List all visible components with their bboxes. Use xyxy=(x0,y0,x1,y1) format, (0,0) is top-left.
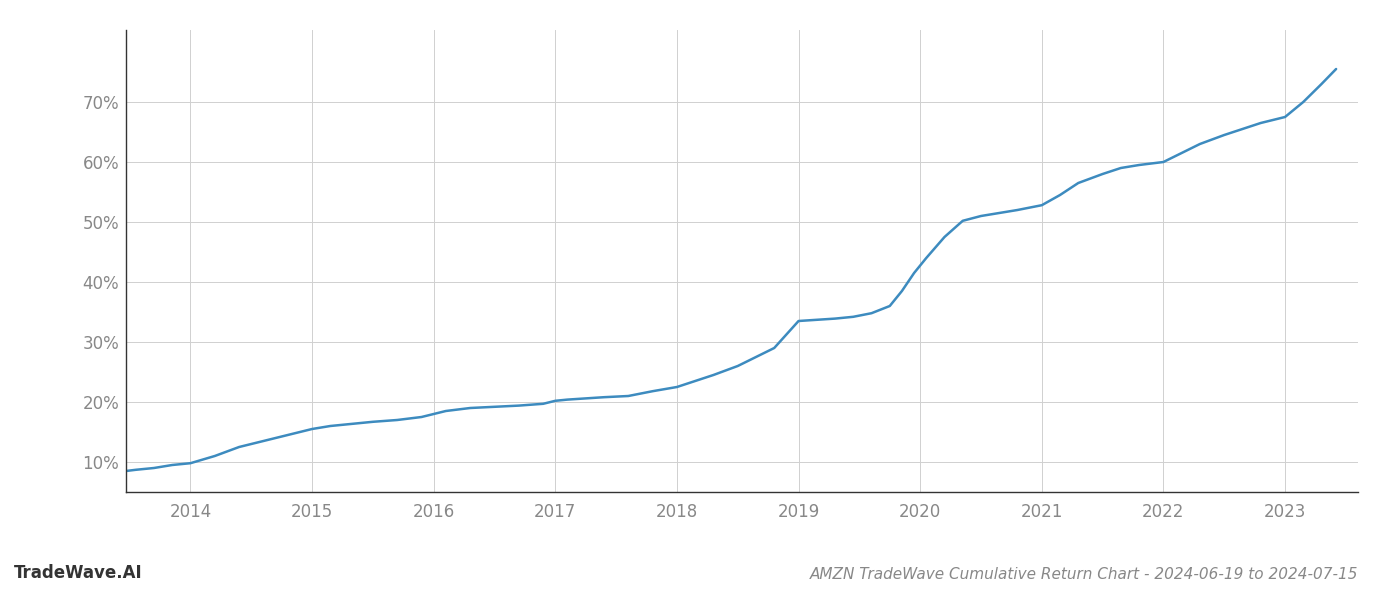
Text: AMZN TradeWave Cumulative Return Chart - 2024-06-19 to 2024-07-15: AMZN TradeWave Cumulative Return Chart -… xyxy=(809,567,1358,582)
Text: TradeWave.AI: TradeWave.AI xyxy=(14,564,143,582)
